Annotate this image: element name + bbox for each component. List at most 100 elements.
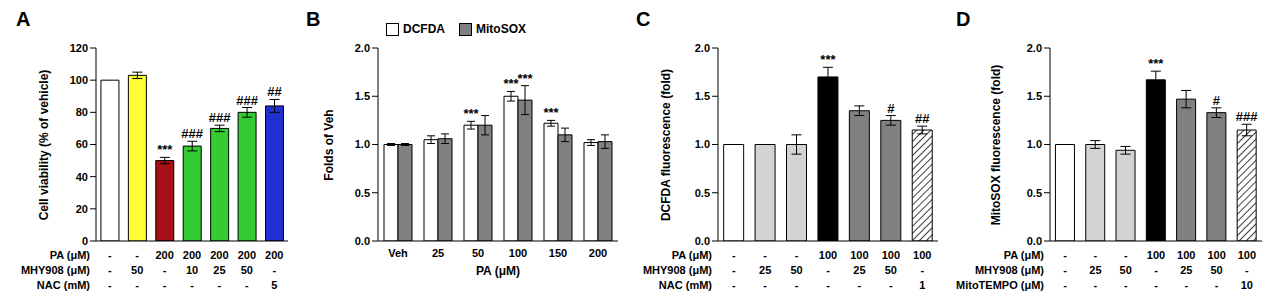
svg-text:-: - (163, 279, 167, 291)
svg-text:120: 120 (70, 42, 88, 54)
svg-text:2.0: 2.0 (355, 42, 370, 54)
svg-text:80: 80 (76, 106, 88, 118)
svg-text:##: ## (915, 111, 930, 126)
svg-text:PA (μM): PA (μM) (672, 249, 713, 261)
svg-text:MHY908 (μM): MHY908 (μM) (21, 264, 90, 276)
svg-text:0.0: 0.0 (695, 235, 710, 247)
svg-text:PA (μM): PA (μM) (476, 264, 520, 278)
svg-text:***: *** (1148, 56, 1164, 71)
svg-text:50: 50 (131, 264, 143, 276)
svg-text:##: ## (267, 84, 282, 99)
svg-text:MitoTEMPO (μM): MitoTEMPO (μM) (956, 279, 1044, 291)
svg-text:20: 20 (76, 203, 88, 215)
svg-text:PA (μM): PA (μM) (1004, 249, 1045, 261)
svg-text:0: 0 (82, 235, 88, 247)
svg-text:-: - (1154, 279, 1158, 291)
svg-text:***: *** (820, 52, 836, 67)
svg-text:0.5: 0.5 (355, 187, 370, 199)
svg-text:-: - (732, 279, 736, 291)
svg-text:-: - (1094, 249, 1098, 261)
svg-text:2.0: 2.0 (695, 42, 710, 54)
svg-text:-: - (135, 249, 139, 261)
svg-text:100: 100 (1238, 249, 1256, 261)
svg-text:-: - (732, 264, 736, 276)
svg-text:PA (μM): PA (μM) (50, 249, 91, 261)
svg-text:200: 200 (183, 249, 201, 261)
svg-text:MHY908 (μM): MHY908 (μM) (975, 264, 1044, 276)
svg-text:###: ### (181, 126, 203, 141)
svg-text:-: - (889, 279, 893, 291)
svg-text:-: - (1184, 279, 1188, 291)
svg-text:100: 100 (509, 247, 527, 259)
svg-text:0.0: 0.0 (355, 235, 370, 247)
svg-text:0.5: 0.5 (1027, 187, 1042, 199)
svg-text:-: - (1094, 279, 1098, 291)
svg-text:0.0: 0.0 (1027, 235, 1042, 247)
svg-text:200: 200 (238, 249, 256, 261)
svg-text:0.5: 0.5 (695, 187, 710, 199)
svg-text:100: 100 (70, 74, 88, 86)
svg-text:2.0: 2.0 (1027, 42, 1042, 54)
svg-text:-: - (1215, 279, 1219, 291)
svg-text:***: *** (543, 105, 559, 120)
svg-text:-: - (795, 249, 799, 261)
svg-text:-: - (108, 249, 112, 261)
svg-text:100: 100 (850, 249, 868, 261)
svg-text:100: 100 (819, 249, 837, 261)
svg-text:-: - (763, 279, 767, 291)
svg-text:-: - (1124, 279, 1128, 291)
svg-text:-: - (108, 264, 112, 276)
svg-text:-: - (245, 279, 249, 291)
svg-text:***: *** (517, 71, 533, 86)
svg-text:NAC (mM): NAC (mM) (37, 279, 90, 291)
svg-text:#: # (1213, 93, 1221, 108)
svg-text:-: - (218, 279, 222, 291)
svg-text:200: 200 (589, 247, 607, 259)
svg-text:-: - (795, 279, 799, 291)
svg-text:-: - (858, 279, 862, 291)
svg-text:100: 100 (913, 249, 931, 261)
svg-text:50: 50 (241, 264, 253, 276)
svg-text:-: - (1154, 264, 1158, 276)
svg-text:-: - (135, 279, 139, 291)
svg-text:200: 200 (210, 249, 228, 261)
svg-text:200: 200 (265, 249, 283, 261)
svg-text:25: 25 (213, 264, 225, 276)
svg-text:-: - (1063, 279, 1067, 291)
svg-text:1.5: 1.5 (355, 90, 370, 102)
svg-text:25: 25 (432, 247, 444, 259)
svg-text:###: ### (1236, 109, 1258, 124)
svg-text:-: - (1063, 264, 1067, 276)
svg-text:-: - (826, 264, 830, 276)
svg-text:1.0: 1.0 (1027, 138, 1042, 150)
svg-text:-: - (920, 264, 924, 276)
svg-text:100: 100 (1177, 249, 1195, 261)
svg-text:200: 200 (155, 249, 173, 261)
svg-text:NAC (mM): NAC (mM) (659, 279, 712, 291)
svg-text:40: 40 (76, 171, 88, 183)
svg-text:25: 25 (853, 264, 865, 276)
svg-text:-: - (732, 249, 736, 261)
svg-text:-: - (1245, 264, 1249, 276)
svg-text:#: # (887, 101, 895, 116)
svg-text:-: - (272, 264, 276, 276)
svg-text:150: 150 (549, 247, 567, 259)
svg-text:10: 10 (186, 264, 198, 276)
svg-text:5: 5 (271, 279, 277, 291)
svg-text:###: ### (209, 110, 231, 125)
svg-text:50: 50 (790, 264, 802, 276)
svg-text:25: 25 (1089, 264, 1101, 276)
svg-text:-: - (763, 249, 767, 261)
svg-text:60: 60 (76, 138, 88, 150)
svg-text:10: 10 (1241, 279, 1253, 291)
svg-text:100: 100 (1207, 249, 1225, 261)
svg-text:-: - (108, 279, 112, 291)
svg-text:1.0: 1.0 (695, 138, 710, 150)
svg-text:50: 50 (1120, 264, 1132, 276)
svg-text:-: - (190, 279, 194, 291)
svg-text:###: ### (236, 93, 258, 108)
svg-text:-: - (1063, 249, 1067, 261)
svg-text:***: *** (463, 106, 479, 121)
svg-text:50: 50 (885, 264, 897, 276)
svg-text:1: 1 (919, 279, 925, 291)
